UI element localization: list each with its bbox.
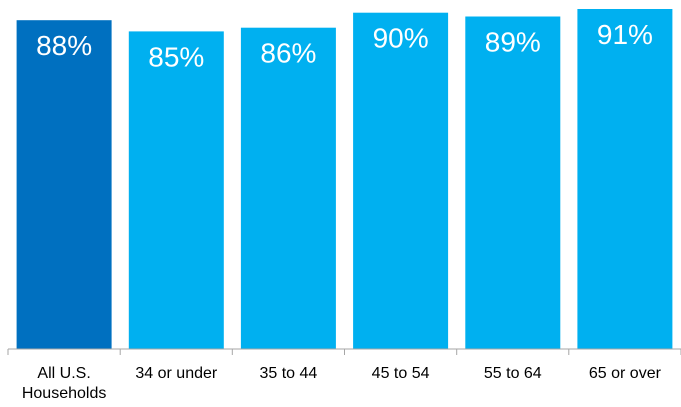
bar-4 xyxy=(465,16,561,349)
x-tick-labels: All U.S. Households 34 or under 35 to 44 45 … xyxy=(22,365,662,402)
data-label-3: 90% xyxy=(373,23,429,54)
x-tick-label-4: 55 to 64 xyxy=(484,365,542,382)
bar-0 xyxy=(16,20,112,349)
bar-1 xyxy=(128,31,224,350)
bar-3 xyxy=(353,12,449,349)
x-axis xyxy=(7,348,681,355)
bars-layer xyxy=(16,9,673,350)
bar-5 xyxy=(577,9,673,349)
data-label-1: 85% xyxy=(148,41,204,72)
x-tick-label-5: 65 or over xyxy=(589,365,662,382)
bar-2 xyxy=(240,27,336,349)
data-label-4: 89% xyxy=(485,27,541,58)
data-label-2: 86% xyxy=(260,38,316,69)
x-tick-label-0: All U.S. Households xyxy=(22,365,107,402)
data-labels-layer: 88% 85% 86% 90% 89% 91% xyxy=(36,19,653,72)
x-tick-label-2: 35 to 44 xyxy=(259,365,317,382)
x-tick-label-1: 34 or under xyxy=(135,365,218,382)
x-tick-label-3: 45 to 54 xyxy=(372,365,430,382)
data-label-5: 91% xyxy=(597,19,653,50)
data-label-0: 88% xyxy=(36,30,92,61)
